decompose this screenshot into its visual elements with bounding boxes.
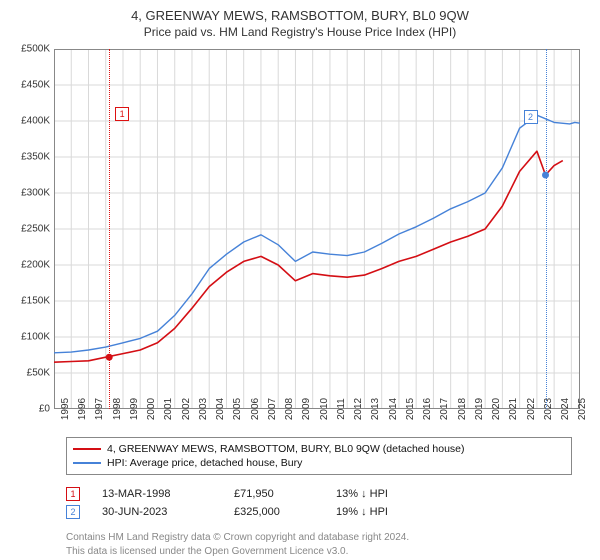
x-tick-label: 2018 xyxy=(451,398,468,420)
marker-box: 2 xyxy=(66,505,80,519)
transaction-delta: 19% ↓ HPI xyxy=(336,506,388,518)
license-text: Contains HM Land Registry data © Crown c… xyxy=(66,531,578,558)
x-tick-label: 2020 xyxy=(485,398,502,420)
chart-svg xyxy=(54,49,580,409)
x-tick-label: 1997 xyxy=(88,398,105,420)
y-tick-label: £150K xyxy=(21,296,54,307)
y-tick-label: £200K xyxy=(21,260,54,271)
chart-title: 4, GREENWAY MEWS, RAMSBOTTOM, BURY, BL0 … xyxy=(10,8,590,23)
y-tick-label: £300K xyxy=(21,188,54,199)
x-tick-label: 2016 xyxy=(416,398,433,420)
license-line: This data is licensed under the Open Gov… xyxy=(66,545,578,559)
y-tick-label: £500K xyxy=(21,44,54,55)
y-tick-label: £50K xyxy=(27,368,54,379)
x-tick-label: 2019 xyxy=(468,398,485,420)
x-tick-label: 2008 xyxy=(278,398,295,420)
y-tick-label: £350K xyxy=(21,152,54,163)
x-tick-label: 2010 xyxy=(313,398,330,420)
x-tick-label: 2002 xyxy=(175,398,192,420)
chart-subtitle: Price paid vs. HM Land Registry's House … xyxy=(10,25,590,39)
y-tick-label: £100K xyxy=(21,332,54,343)
x-tick-label: 2007 xyxy=(261,398,278,420)
transaction-delta: 13% ↓ HPI xyxy=(336,488,388,500)
y-tick-label: £400K xyxy=(21,116,54,127)
legend-swatch xyxy=(73,448,101,450)
x-tick-label: 2003 xyxy=(192,398,209,420)
transaction-date: 13-MAR-1998 xyxy=(102,488,212,500)
x-tick-label: 2004 xyxy=(209,398,226,420)
x-tick-label: 1996 xyxy=(71,398,88,420)
x-tick-label: 2006 xyxy=(244,398,261,420)
legend: 4, GREENWAY MEWS, RAMSBOTTOM, BURY, BL0 … xyxy=(66,437,572,475)
x-tick-label: 2014 xyxy=(382,398,399,420)
marker-box: 2 xyxy=(524,110,538,124)
legend-item: 4, GREENWAY MEWS, RAMSBOTTOM, BURY, BL0 … xyxy=(73,442,565,456)
x-tick-label: 2009 xyxy=(295,398,312,420)
chart-container: 4, GREENWAY MEWS, RAMSBOTTOM, BURY, BL0 … xyxy=(0,0,600,560)
x-tick-label: 2012 xyxy=(347,398,364,420)
transaction-price: £71,950 xyxy=(234,488,314,500)
transaction-rows: 1 13-MAR-1998 £71,950 13% ↓ HPI 2 30-JUN… xyxy=(66,485,590,521)
marker-vline xyxy=(546,49,547,409)
x-tick-label: 2022 xyxy=(520,398,537,420)
x-tick-label: 2005 xyxy=(226,398,243,420)
legend-item: HPI: Average price, detached house, Bury xyxy=(73,456,565,470)
transaction-row: 1 13-MAR-1998 £71,950 13% ↓ HPI xyxy=(66,485,590,503)
x-tick-label: 2000 xyxy=(140,398,157,420)
legend-swatch xyxy=(73,462,101,464)
y-tick-label: £450K xyxy=(21,80,54,91)
transaction-row: 2 30-JUN-2023 £325,000 19% ↓ HPI xyxy=(66,503,590,521)
legend-label: 4, GREENWAY MEWS, RAMSBOTTOM, BURY, BL0 … xyxy=(107,443,465,455)
x-tick-label: 2025 xyxy=(571,398,588,420)
x-tick-label: 2011 xyxy=(330,398,347,420)
x-tick-label: 1999 xyxy=(123,398,140,420)
marker-box: 1 xyxy=(115,107,129,121)
license-line: Contains HM Land Registry data © Crown c… xyxy=(66,531,578,545)
marker-vline xyxy=(109,49,110,409)
marker-box: 1 xyxy=(66,487,80,501)
x-tick-label: 2024 xyxy=(554,398,571,420)
plot-area: £0£50K£100K£150K£200K£250K£300K£350K£400… xyxy=(54,49,580,409)
legend-label: HPI: Average price, detached house, Bury xyxy=(107,457,302,469)
transaction-price: £325,000 xyxy=(234,506,314,518)
x-tick-label: 2015 xyxy=(399,398,416,420)
y-tick-label: £250K xyxy=(21,224,54,235)
x-tick-label: 2021 xyxy=(502,398,519,420)
x-tick-label: 1995 xyxy=(54,398,71,420)
x-tick-label: 2013 xyxy=(364,398,381,420)
x-tick-label: 2017 xyxy=(433,398,450,420)
y-tick-label: £0 xyxy=(39,404,54,415)
x-tick-label: 2001 xyxy=(157,398,174,420)
transaction-date: 30-JUN-2023 xyxy=(102,506,212,518)
